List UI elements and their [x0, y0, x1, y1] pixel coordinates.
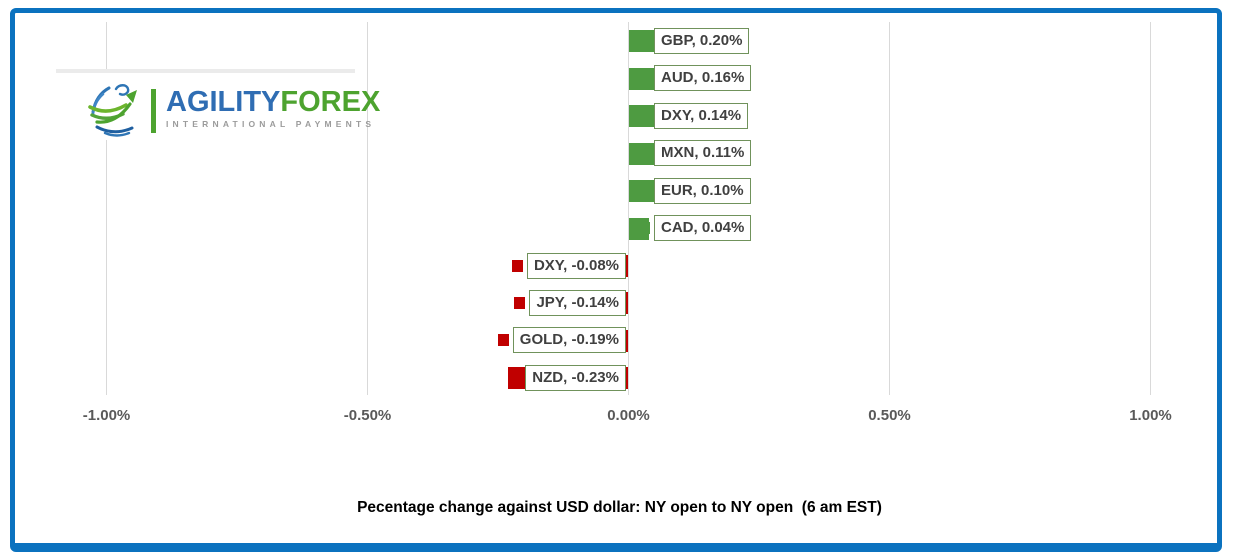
gridline — [1150, 22, 1151, 395]
data-label-text: GOLD, -0.19% — [512, 327, 626, 354]
data-label-eur: EUR, 0.10% — [639, 177, 751, 204]
brand-agility: AGILITY — [166, 86, 281, 118]
tick-label: -0.50% — [343, 407, 392, 424]
data-label-gold: GOLD, -0.19% — [497, 327, 626, 354]
gridline — [367, 22, 368, 395]
gridline — [889, 22, 890, 395]
brand-tagline: INTERNATIONAL PAYMENTS — [166, 119, 376, 129]
logo-wordmark: AGILITYFOREX INTERNATIONAL PAYMENTS — [166, 87, 380, 129]
data-label-dxy: DXY, -0.08% — [511, 252, 626, 279]
data-label-text: GBP, 0.20% — [654, 27, 750, 54]
legend-key-icon — [639, 222, 650, 235]
data-label-text: DXY, -0.08% — [526, 252, 626, 279]
legend-key-icon — [497, 334, 509, 347]
data-label-cad: CAD, 0.04% — [639, 215, 752, 242]
data-label-gbp: GBP, 0.20% — [639, 27, 750, 54]
data-label-mxn: MXN, 0.11% — [639, 140, 752, 167]
data-label-dxy: DXY, 0.14% — [639, 102, 749, 129]
data-label-text: DXY, 0.14% — [654, 102, 749, 129]
data-label-text: CAD, 0.04% — [654, 215, 752, 242]
tick-label: 0.00% — [607, 407, 650, 424]
data-label-jpy: JPY, -0.14% — [514, 289, 626, 316]
legend-key-icon — [639, 184, 650, 197]
legend-key-icon — [639, 72, 650, 85]
legend-key-icon — [510, 371, 522, 384]
data-label-text: EUR, 0.10% — [654, 177, 751, 204]
globe-icon — [88, 84, 137, 137]
legend-key-icon — [639, 147, 650, 160]
tick-label: 1.00% — [1129, 407, 1172, 424]
data-label-nzd: NZD, -0.23% — [510, 364, 626, 391]
gridline — [106, 22, 107, 395]
tick-label: -1.00% — [82, 407, 131, 424]
data-label-text: AUD, 0.16% — [654, 65, 752, 92]
data-label-text: MXN, 0.11% — [654, 140, 752, 167]
data-label-text: JPY, -0.14% — [529, 289, 626, 316]
legend-key-icon — [639, 34, 650, 47]
brand-forex: FOREX — [280, 86, 381, 118]
logo: AGILITYFOREX INTERNATIONAL PAYMENTS — [56, 69, 380, 140]
data-label-aud: AUD, 0.16% — [639, 65, 752, 92]
chart-title: Pecentage change against USD dollar: NY … — [357, 499, 882, 516]
logo-divider — [151, 89, 156, 133]
tick-label: 0.50% — [868, 407, 911, 424]
logo-top-strip — [56, 69, 355, 73]
legend-key-icon — [639, 109, 650, 122]
data-label-text: NZD, -0.23% — [525, 364, 626, 391]
gridline — [628, 22, 629, 395]
legend-key-icon — [511, 259, 523, 272]
legend-key-icon — [514, 296, 526, 309]
